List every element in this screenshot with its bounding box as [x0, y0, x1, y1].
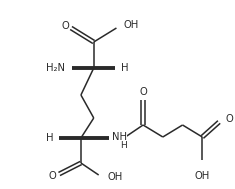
Text: NH: NH	[113, 132, 128, 142]
Text: O: O	[139, 87, 147, 97]
Text: O: O	[61, 21, 69, 31]
Text: H₂N: H₂N	[46, 63, 65, 73]
Text: OH: OH	[108, 172, 123, 182]
Text: OH: OH	[123, 20, 139, 30]
Text: O: O	[226, 114, 234, 124]
Text: H: H	[46, 133, 53, 143]
Text: H: H	[120, 142, 127, 150]
Text: OH: OH	[195, 171, 210, 181]
Text: O: O	[48, 171, 56, 181]
Text: H: H	[121, 63, 129, 73]
